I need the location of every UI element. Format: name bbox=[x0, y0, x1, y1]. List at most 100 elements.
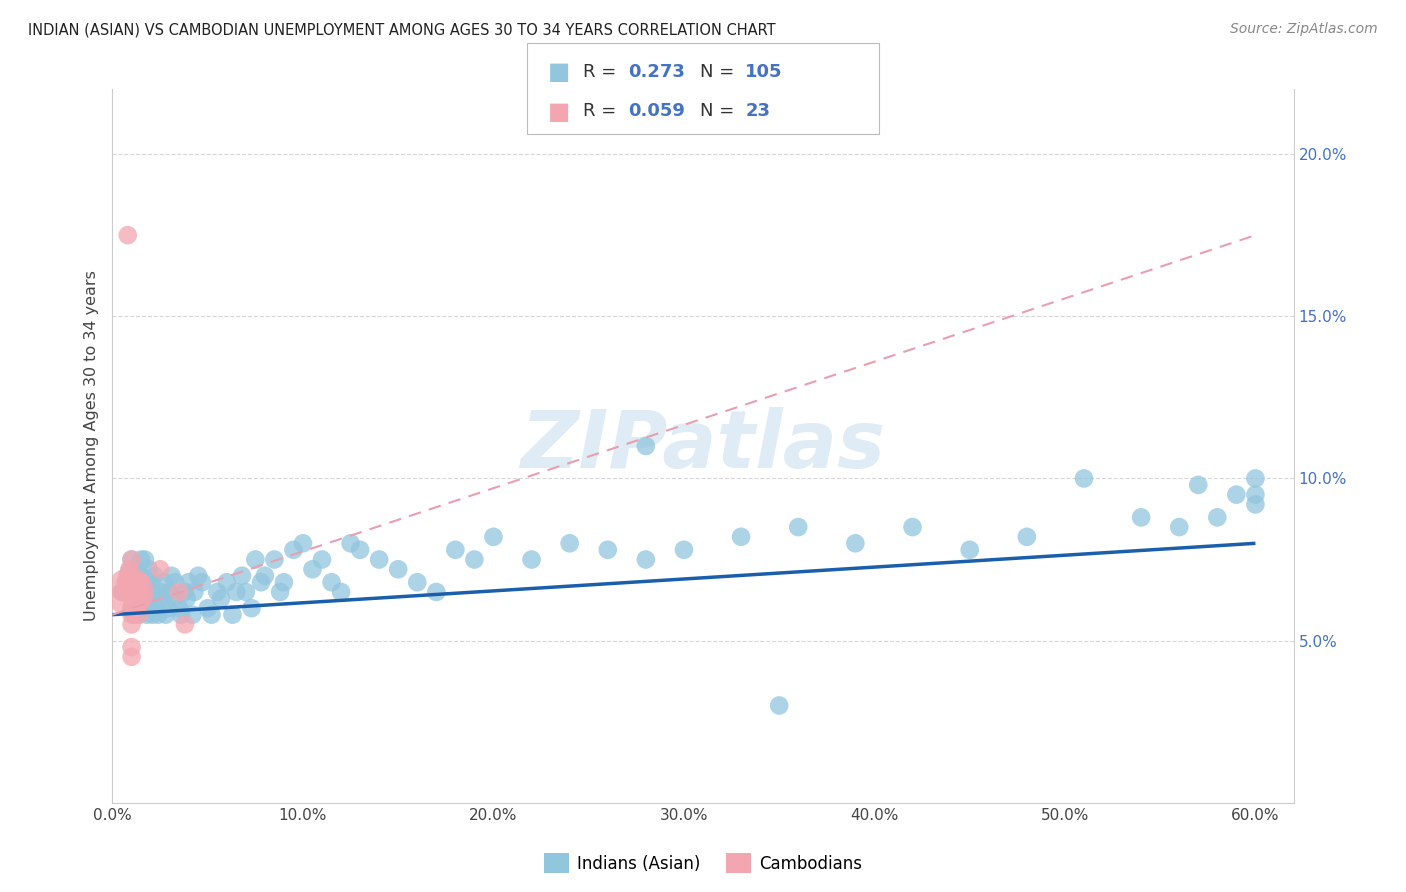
Point bbox=[139, 601, 162, 615]
Point bbox=[122, 607, 145, 622]
Point bbox=[844, 536, 866, 550]
Point bbox=[1225, 488, 1247, 502]
Point bbox=[425, 585, 447, 599]
Point bbox=[159, 585, 181, 599]
Point bbox=[273, 575, 295, 590]
Point bbox=[121, 575, 143, 590]
Point bbox=[301, 562, 323, 576]
Point bbox=[1187, 478, 1209, 492]
Point bbox=[1130, 510, 1153, 524]
Point bbox=[127, 575, 149, 590]
Point bbox=[121, 591, 143, 606]
Point bbox=[141, 585, 163, 599]
Point bbox=[245, 552, 267, 566]
Text: ■: ■ bbox=[548, 61, 571, 84]
Point bbox=[901, 520, 924, 534]
Text: 23: 23 bbox=[745, 103, 770, 120]
Point bbox=[121, 591, 143, 606]
Text: N =: N = bbox=[700, 103, 740, 120]
Point bbox=[1073, 471, 1095, 485]
Point bbox=[132, 601, 155, 615]
Point bbox=[463, 552, 485, 566]
Point bbox=[250, 575, 273, 590]
Point bbox=[235, 585, 257, 599]
Point bbox=[129, 575, 152, 590]
Point bbox=[349, 542, 371, 557]
Point bbox=[141, 607, 163, 622]
Point bbox=[117, 228, 139, 243]
Point bbox=[132, 575, 155, 590]
Point bbox=[167, 585, 190, 599]
Point bbox=[121, 601, 143, 615]
Point bbox=[121, 649, 143, 664]
Text: INDIAN (ASIAN) VS CAMBODIAN UNEMPLOYMENT AMONG AGES 30 TO 34 YEARS CORRELATION C: INDIAN (ASIAN) VS CAMBODIAN UNEMPLOYMENT… bbox=[28, 22, 776, 37]
Point bbox=[135, 607, 157, 622]
Point bbox=[482, 530, 505, 544]
Point bbox=[128, 607, 150, 622]
Point bbox=[173, 617, 195, 632]
Point bbox=[121, 640, 143, 654]
Point bbox=[1168, 520, 1191, 534]
Point bbox=[156, 601, 179, 615]
Point bbox=[122, 575, 145, 590]
Point bbox=[183, 585, 205, 599]
Text: ■: ■ bbox=[548, 100, 571, 123]
Point bbox=[596, 542, 619, 557]
Point bbox=[253, 568, 276, 582]
Point bbox=[263, 552, 285, 566]
Point bbox=[240, 601, 263, 615]
Point bbox=[121, 601, 143, 615]
Point bbox=[111, 585, 134, 599]
Point bbox=[321, 575, 343, 590]
Point bbox=[291, 536, 314, 550]
Point bbox=[117, 568, 139, 582]
Point bbox=[200, 607, 222, 622]
Point bbox=[225, 585, 247, 599]
Point bbox=[127, 562, 149, 576]
Point bbox=[170, 607, 193, 622]
Point bbox=[143, 568, 166, 582]
Point bbox=[634, 439, 657, 453]
Point bbox=[134, 591, 156, 606]
Point bbox=[187, 568, 209, 582]
Point bbox=[124, 591, 146, 606]
Point bbox=[149, 585, 172, 599]
Text: 0.273: 0.273 bbox=[628, 63, 685, 81]
Point bbox=[215, 575, 238, 590]
Point bbox=[787, 520, 810, 534]
Point bbox=[111, 585, 134, 599]
Point bbox=[959, 542, 981, 557]
Point bbox=[134, 552, 156, 566]
Point bbox=[121, 585, 143, 599]
Point bbox=[121, 585, 143, 599]
Point bbox=[387, 562, 409, 576]
Point bbox=[283, 542, 305, 557]
Point bbox=[118, 585, 141, 599]
Point bbox=[634, 552, 657, 566]
Point bbox=[181, 607, 204, 622]
Text: ZIPatlas: ZIPatlas bbox=[520, 407, 886, 485]
Point bbox=[117, 568, 139, 582]
Point bbox=[406, 575, 429, 590]
Point bbox=[672, 542, 695, 557]
Point bbox=[558, 536, 581, 550]
Point bbox=[160, 568, 183, 582]
Point bbox=[129, 568, 152, 582]
Point bbox=[135, 585, 157, 599]
Point bbox=[121, 552, 143, 566]
Point bbox=[129, 552, 152, 566]
Point bbox=[118, 562, 141, 576]
Point bbox=[162, 591, 184, 606]
Point bbox=[1244, 471, 1267, 485]
Point bbox=[148, 607, 170, 622]
Point bbox=[520, 552, 543, 566]
Point bbox=[768, 698, 790, 713]
Point bbox=[1206, 510, 1229, 524]
Point bbox=[121, 607, 143, 622]
Text: 0.059: 0.059 bbox=[628, 103, 685, 120]
Point bbox=[150, 591, 173, 606]
Point bbox=[122, 585, 145, 599]
Point bbox=[209, 591, 232, 606]
Point bbox=[311, 552, 333, 566]
Point bbox=[1244, 488, 1267, 502]
